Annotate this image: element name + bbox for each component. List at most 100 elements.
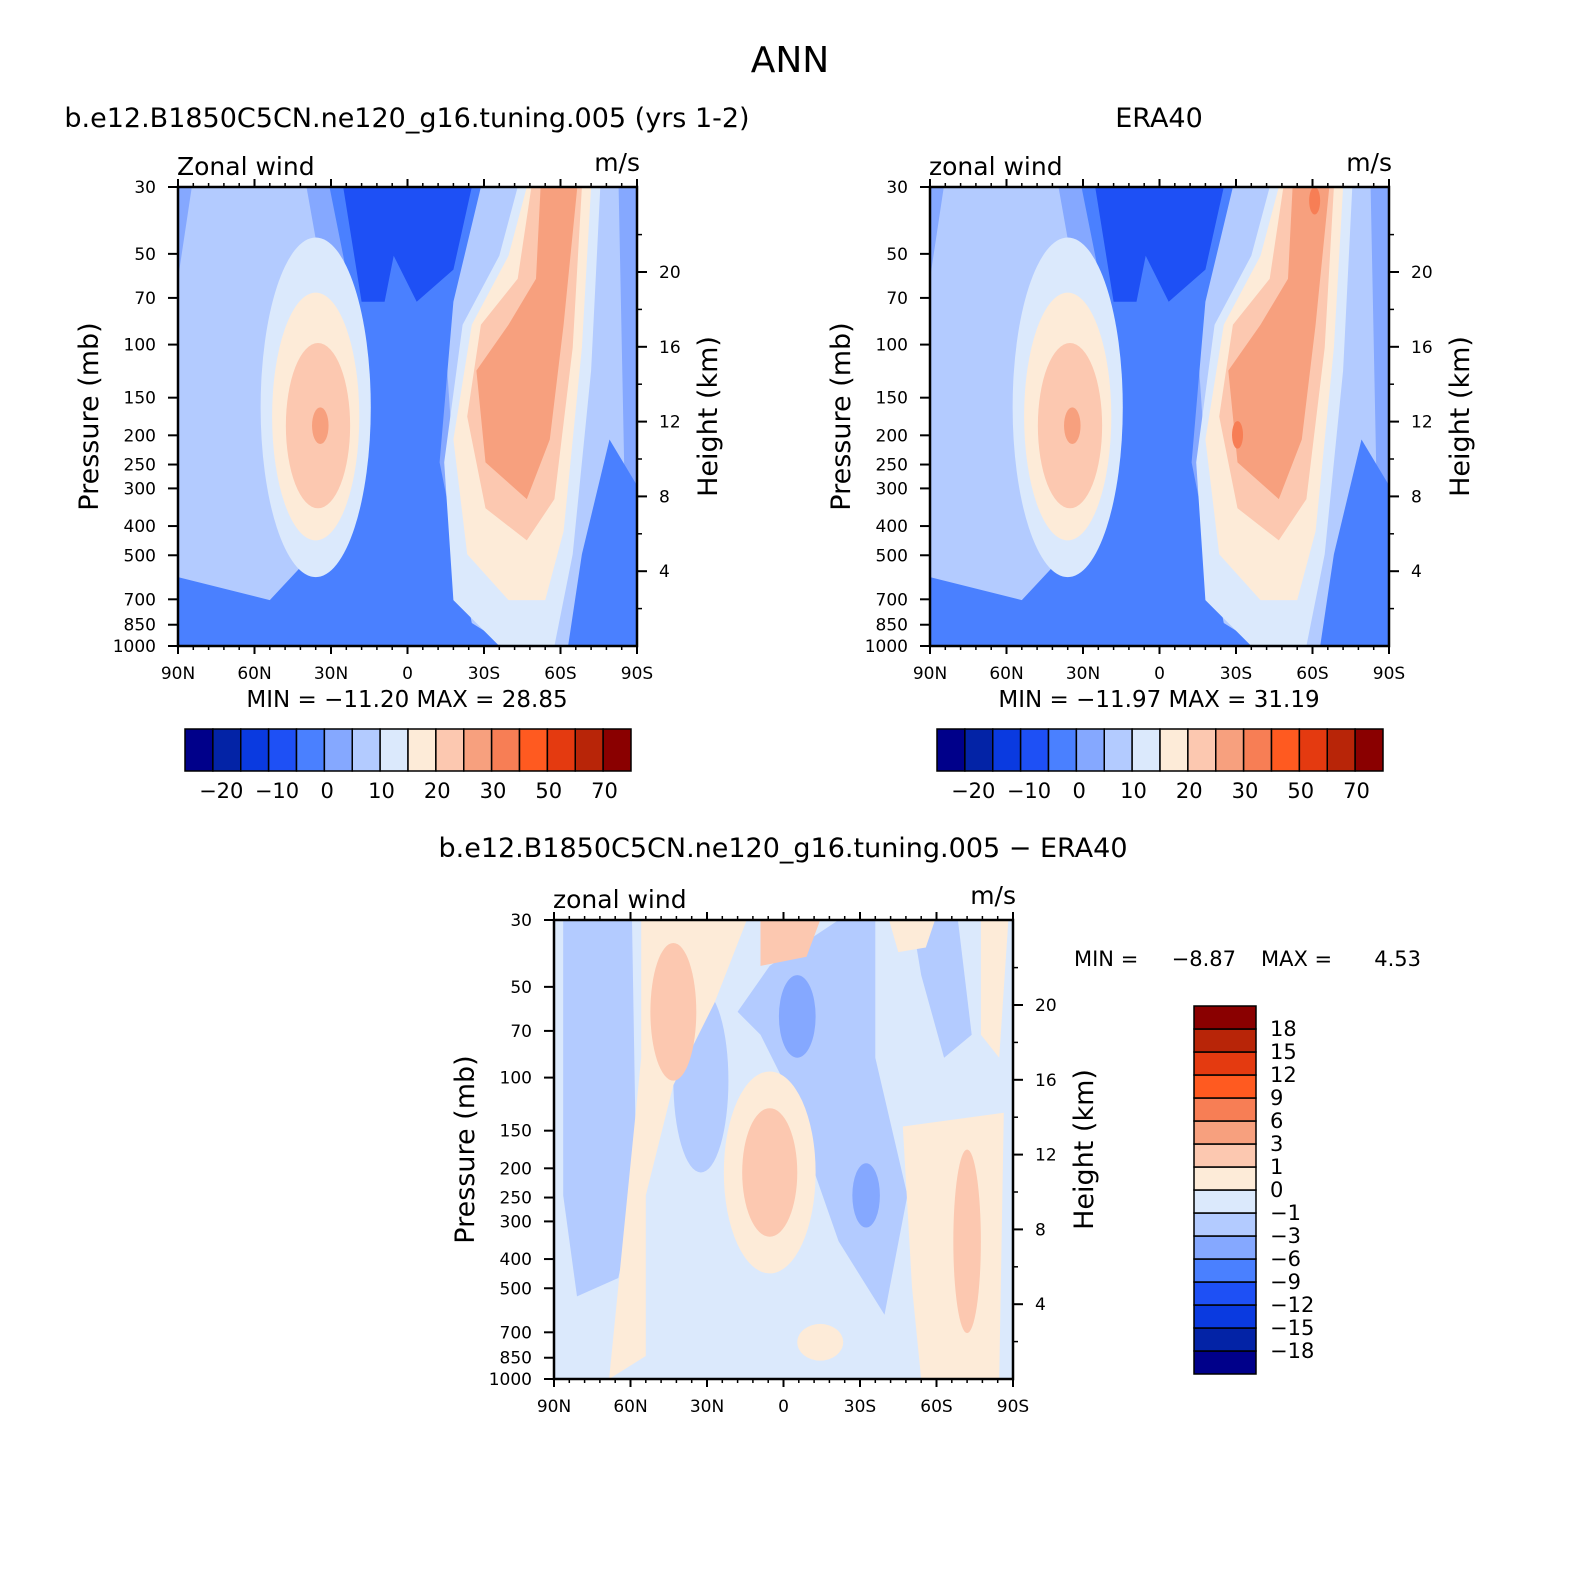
y-axis-label: Pressure (mb) bbox=[74, 322, 105, 510]
colorbar-label: −12 bbox=[1270, 1293, 1314, 1317]
y-tick-label: 1000 bbox=[865, 637, 908, 657]
x-tick-label: 90N bbox=[537, 1397, 571, 1417]
contour-region bbox=[797, 1323, 844, 1361]
y2-tick-label: 8 bbox=[659, 487, 670, 507]
colorbar-label: 50 bbox=[1287, 779, 1314, 803]
x-tick-label: 0 bbox=[1154, 664, 1165, 684]
colorbar-swatch bbox=[1103, 728, 1133, 772]
y2-tick-label: 4 bbox=[1411, 562, 1422, 582]
x-tick-label: 90S bbox=[1373, 664, 1405, 684]
colorbar-swatch bbox=[212, 728, 242, 772]
y-tick-label: 300 bbox=[124, 479, 156, 499]
units-label: m/s bbox=[594, 148, 640, 177]
y-tick-label: 100 bbox=[124, 336, 156, 356]
contour-region bbox=[650, 942, 697, 1081]
colorbar-swatch bbox=[1193, 1281, 1257, 1306]
y-tick-label: 150 bbox=[876, 389, 908, 409]
colorbar-swatch bbox=[1193, 1327, 1257, 1352]
y-tick-label: 400 bbox=[876, 517, 908, 537]
y-tick-label: 200 bbox=[124, 426, 156, 446]
y-tick-label: 200 bbox=[876, 426, 908, 446]
colorbar-swatch bbox=[936, 728, 966, 772]
colorbar-label: 18 bbox=[1270, 1017, 1297, 1041]
min-value: −8.87 bbox=[1172, 947, 1236, 971]
y-tick-label: 50 bbox=[134, 245, 156, 265]
variable-label: Zonal wind bbox=[177, 152, 315, 181]
colorbar-swatch bbox=[1019, 728, 1050, 772]
y-axis-label: Pressure (mb) bbox=[450, 1055, 481, 1243]
colorbar-swatch bbox=[407, 728, 437, 772]
contour-region bbox=[1320, 439, 1389, 646]
colorbar-swatch bbox=[1193, 1166, 1257, 1191]
colorbar-swatch bbox=[1047, 728, 1078, 772]
y2-tick-label: 4 bbox=[659, 562, 670, 582]
x-tick-label: 30N bbox=[690, 1397, 724, 1417]
contour-region bbox=[312, 407, 329, 445]
contour-region bbox=[742, 1108, 798, 1237]
contour-region bbox=[476, 187, 578, 500]
colorbar-swatch bbox=[602, 728, 632, 772]
y-tick-label: 500 bbox=[500, 1279, 532, 1299]
x-tick-label: 30S bbox=[1220, 664, 1252, 684]
contour-region bbox=[1309, 187, 1321, 215]
contour-region bbox=[953, 1149, 981, 1334]
colorbar-label: −20 bbox=[951, 779, 995, 803]
x-tick-label: 0 bbox=[778, 1397, 789, 1417]
contour-region bbox=[852, 1163, 880, 1228]
panel-1: 90N 60N 30N 0 30S 60S 90S305070100150200250300… bbox=[64, 103, 749, 803]
y-tick-label: 300 bbox=[876, 479, 908, 499]
colorbar-label: 70 bbox=[591, 779, 618, 803]
y2-tick-label: 20 bbox=[659, 263, 681, 283]
colorbar-swatch bbox=[1298, 728, 1328, 772]
colorbar-swatch bbox=[992, 728, 1022, 772]
colorbar-label: 70 bbox=[1343, 779, 1370, 803]
y-tick-label: 70 bbox=[134, 289, 156, 309]
y-tick-label: 30 bbox=[134, 178, 156, 198]
colorbar-label: −3 bbox=[1270, 1224, 1301, 1248]
contour-field bbox=[178, 187, 637, 646]
panel-3: 90N 60N 30N 0 30S 60S 90S305070100150200250300… bbox=[438, 833, 1421, 1417]
x-tick-label: 30N bbox=[1066, 664, 1100, 684]
y-tick-label: 150 bbox=[124, 389, 156, 409]
colorbar-swatch bbox=[490, 728, 521, 772]
colorbar-label: −9 bbox=[1270, 1270, 1301, 1294]
colorbar-swatch bbox=[1131, 728, 1161, 772]
colorbar-label: −10 bbox=[1007, 779, 1051, 803]
colorbar-swatch bbox=[1242, 728, 1273, 772]
colorbar-swatch bbox=[1215, 728, 1245, 772]
y2-tick-label: 16 bbox=[1411, 338, 1433, 358]
y-tick-label: 30 bbox=[510, 911, 532, 931]
colorbar-label: 15 bbox=[1270, 1040, 1297, 1064]
contour-field bbox=[930, 187, 1389, 646]
units-label: m/s bbox=[1346, 148, 1392, 177]
colorbar-label: −10 bbox=[255, 779, 299, 803]
x-tick-label: 90N bbox=[161, 664, 195, 684]
colorbar-label: 6 bbox=[1270, 1109, 1283, 1133]
colorbar-swatch bbox=[964, 728, 994, 772]
colorbar-swatch bbox=[463, 728, 493, 772]
contour-region bbox=[568, 439, 637, 646]
contour-region bbox=[563, 920, 637, 1297]
contour-region bbox=[1095, 187, 1224, 302]
contour-region bbox=[930, 187, 1261, 646]
colorbar-swatch bbox=[1187, 728, 1217, 772]
y-tick-label: 250 bbox=[124, 456, 156, 476]
y2-tick-label: 16 bbox=[659, 338, 681, 358]
y2-axis-label: Height (km) bbox=[693, 336, 724, 497]
colorbar-swatch bbox=[1193, 1051, 1257, 1076]
colorbar-swatch bbox=[1193, 1350, 1257, 1375]
y2-tick-label: 20 bbox=[1411, 263, 1433, 283]
units-label: m/s bbox=[970, 881, 1016, 910]
colorbar-swatch bbox=[267, 728, 298, 772]
colorbar-swatch bbox=[1193, 1258, 1257, 1283]
contour-region bbox=[343, 187, 472, 302]
y-tick-label: 850 bbox=[124, 616, 156, 636]
colorbar-label: 30 bbox=[480, 779, 507, 803]
x-tick-label: 30N bbox=[314, 664, 348, 684]
contour-region bbox=[760, 920, 821, 966]
y-tick-label: 200 bbox=[500, 1159, 532, 1179]
y-tick-label: 250 bbox=[500, 1189, 532, 1209]
y2-tick-label: 8 bbox=[1035, 1220, 1046, 1240]
panel-title: b.e12.B1850C5CN.ne120_g16.tuning.005 (yr… bbox=[64, 103, 749, 134]
